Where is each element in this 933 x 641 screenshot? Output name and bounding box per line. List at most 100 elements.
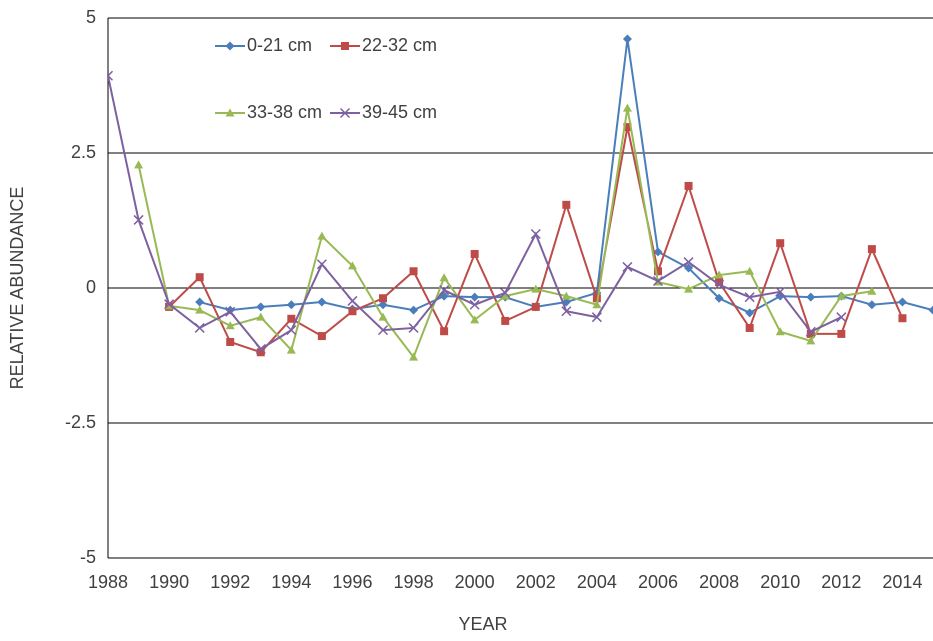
marker [470,249,479,258]
marker [256,302,266,312]
x-tick-label: 2006 [638,572,678,592]
marker [622,261,633,272]
x-tick-label: 1992 [210,572,250,592]
series-line [108,75,842,351]
series [134,103,877,361]
y-axis-label: RELATIVE ABUNDANCE [7,187,27,390]
marker [531,302,540,311]
marker [714,270,724,279]
marker [339,107,351,119]
series [108,70,847,355]
marker [561,306,572,317]
marker [500,291,510,300]
marker [622,34,632,44]
marker [348,307,357,316]
y-tick-label: -5 [80,547,96,567]
marker [470,292,480,302]
marker [409,267,418,276]
marker [287,314,296,323]
marker [867,286,877,295]
marker [256,312,266,321]
marker [622,103,632,112]
marker [745,323,754,332]
marker [286,300,296,310]
legend-label: 39-45 cm [362,102,437,122]
x-axis-label: YEAR [458,614,507,634]
x-tick-label: 1996 [332,572,372,592]
marker [805,326,816,337]
marker [225,306,236,317]
x-tick-label: 2004 [577,572,617,592]
marker [317,297,327,307]
marker [653,247,663,257]
series [165,123,907,357]
y-tick-label: 5 [86,7,96,27]
y-tick-label: 0 [86,277,96,297]
marker [898,314,907,323]
marker [806,329,815,338]
x-tick-label: 2012 [821,572,861,592]
y-tick-label: -2.5 [65,412,96,432]
marker [347,295,358,306]
marker [225,41,235,51]
legend-label: 22-32 cm [362,35,437,55]
marker [684,284,694,293]
marker [225,321,235,330]
marker [867,300,877,310]
series [195,34,933,318]
marker [409,352,419,361]
marker [561,291,571,300]
series-line [168,126,904,354]
marker [317,231,327,240]
marker [715,278,724,287]
marker [714,279,725,290]
marker [714,293,724,303]
marker [195,273,204,282]
x-tick-label: 2010 [760,572,800,592]
marker [897,297,907,307]
legend-label: 0-21 cm [247,35,312,55]
marker [562,200,571,209]
marker [439,285,450,296]
x-tick-label: 2008 [699,572,739,592]
marker [683,257,694,268]
marker [623,123,632,132]
x-tick-label: 1994 [271,572,311,592]
marker [684,181,693,190]
marker [531,284,541,293]
marker [440,327,449,336]
marker [592,300,602,309]
x-tick-label: 2000 [455,572,495,592]
marker [806,292,816,302]
marker [806,336,816,345]
marker [500,287,511,298]
marker [530,228,541,240]
marker [745,266,755,275]
marker [134,160,144,169]
marker [255,343,266,355]
marker [684,263,694,273]
marker [775,327,785,336]
marker [469,299,480,310]
x-tick-label: 2002 [516,572,556,592]
marker [591,312,602,323]
legend-label: 33-38 cm [247,102,322,122]
marker [347,261,357,270]
marker [225,108,235,117]
marker [501,316,510,325]
marker [867,245,876,254]
y-tick-label: 2.5 [71,142,96,162]
marker [286,325,297,336]
marker [317,332,326,341]
x-tick-label: 2014 [882,572,922,592]
marker [776,239,785,248]
marker [195,297,205,307]
marker [286,345,296,354]
marker [378,312,388,321]
marker [256,348,265,357]
x-tick-label: 1998 [394,572,434,592]
marker [775,286,786,297]
marker [108,70,114,81]
marker [837,329,846,338]
